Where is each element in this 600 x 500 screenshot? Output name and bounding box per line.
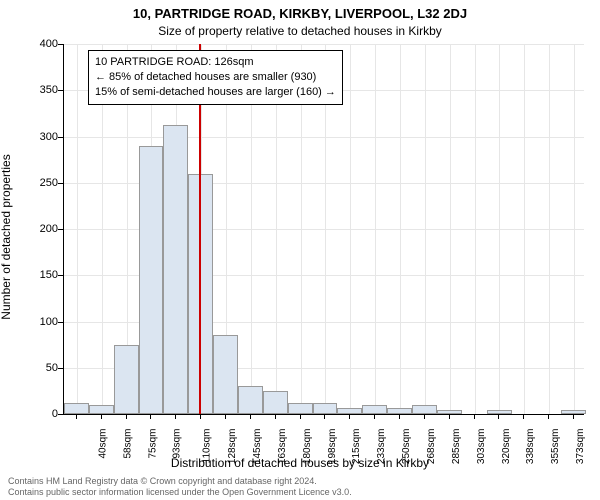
gridline-v [425, 44, 426, 414]
histogram-bar [263, 391, 288, 414]
gridline-h [64, 44, 584, 45]
y-tick-label: 300 [22, 131, 58, 143]
x-tick-label: 215sqm [351, 429, 362, 465]
chart-title: 10, PARTRIDGE ROAD, KIRKBY, LIVERPOOL, L… [0, 6, 600, 21]
x-tick-label: 40sqm [97, 429, 108, 459]
y-axis-title: Number of detached properties [0, 154, 13, 319]
x-tick-mark [126, 414, 127, 419]
gridline-v [475, 44, 476, 414]
x-tick-mark [474, 414, 475, 419]
histogram-bar [238, 386, 263, 414]
gridline-v [524, 44, 525, 414]
x-tick-mark [349, 414, 350, 419]
x-tick-label: 338sqm [526, 429, 537, 465]
x-tick-label: 320sqm [501, 429, 512, 465]
x-tick-label: 303sqm [476, 429, 487, 465]
x-tick-label: 250sqm [401, 429, 412, 465]
x-tick-mark [498, 414, 499, 419]
chart-container: 10, PARTRIDGE ROAD, KIRKBY, LIVERPOOL, L… [0, 0, 600, 500]
y-tick-mark [58, 229, 63, 230]
histogram-bar [288, 403, 313, 414]
y-tick-mark [58, 275, 63, 276]
y-tick-label: 400 [22, 38, 58, 50]
x-tick-mark [101, 414, 102, 419]
x-tick-label: 373sqm [575, 429, 586, 465]
y-tick-label: 350 [22, 84, 58, 96]
histogram-bar [412, 405, 437, 414]
histogram-bar [213, 335, 238, 414]
x-tick-label: 233sqm [376, 429, 387, 465]
footer-line-2: Contains public sector information licen… [8, 487, 352, 498]
y-tick-mark [58, 183, 63, 184]
histogram-bar [64, 403, 89, 414]
x-tick-mark [374, 414, 375, 419]
y-tick-label: 100 [22, 316, 58, 328]
x-tick-label: 58sqm [122, 429, 133, 459]
annotation-line-1: 10 PARTRIDGE ROAD: 126sqm [95, 55, 336, 70]
x-tick-label: 163sqm [277, 429, 288, 465]
x-tick-label: 75sqm [147, 429, 158, 459]
x-tick-mark [548, 414, 549, 419]
x-tick-mark [449, 414, 450, 419]
histogram-bar [163, 125, 188, 414]
gridline-v [77, 44, 78, 414]
x-tick-label: 128sqm [227, 429, 238, 465]
x-tick-label: 268sqm [426, 429, 437, 465]
y-tick-mark [58, 137, 63, 138]
x-tick-mark [424, 414, 425, 419]
x-tick-mark [150, 414, 151, 419]
x-tick-mark [573, 414, 574, 419]
annotation-line-3: 15% of semi-detached houses are larger (… [95, 85, 336, 100]
y-tick-mark [58, 322, 63, 323]
gridline-h [64, 137, 584, 138]
histogram-bar [139, 146, 164, 414]
y-tick-label: 200 [22, 223, 58, 235]
y-tick-label: 150 [22, 269, 58, 281]
gridline-v [350, 44, 351, 414]
chart-subtitle: Size of property relative to detached ho… [0, 24, 600, 38]
footer-text: Contains HM Land Registry data © Crown c… [8, 476, 352, 498]
gridline-v [450, 44, 451, 414]
x-tick-mark [225, 414, 226, 419]
gridline-v [574, 44, 575, 414]
footer-line-1: Contains HM Land Registry data © Crown c… [8, 476, 352, 487]
y-tick-mark [58, 414, 63, 415]
gridline-v [375, 44, 376, 414]
x-tick-mark [300, 414, 301, 419]
y-tick-mark [58, 368, 63, 369]
x-tick-mark [324, 414, 325, 419]
gridline-v [400, 44, 401, 414]
x-tick-label: 198sqm [327, 429, 338, 465]
x-tick-mark [76, 414, 77, 419]
annotation-box: 10 PARTRIDGE ROAD: 126sqm ← 85% of detac… [88, 50, 343, 105]
gridline-v [499, 44, 500, 414]
x-tick-label: 180sqm [302, 429, 313, 465]
x-tick-label: 355sqm [550, 429, 561, 465]
annotation-line-2: ← 85% of detached houses are smaller (93… [95, 70, 336, 85]
y-tick-mark [58, 90, 63, 91]
x-tick-mark [200, 414, 201, 419]
y-tick-mark [58, 44, 63, 45]
histogram-bar [313, 403, 338, 414]
gridline-v [549, 44, 550, 414]
x-tick-label: 145sqm [252, 429, 263, 465]
x-tick-label: 93sqm [172, 429, 183, 459]
x-tick-mark [399, 414, 400, 419]
y-tick-label: 0 [22, 408, 58, 420]
histogram-bar [362, 405, 387, 414]
x-tick-mark [175, 414, 176, 419]
x-tick-label: 285sqm [451, 429, 462, 465]
y-tick-label: 50 [22, 362, 58, 374]
x-tick-mark [275, 414, 276, 419]
x-tick-mark [523, 414, 524, 419]
x-tick-label: 110sqm [202, 429, 213, 464]
y-tick-label: 250 [22, 177, 58, 189]
histogram-bar [114, 345, 139, 414]
histogram-bar [89, 405, 114, 414]
x-tick-mark [250, 414, 251, 419]
